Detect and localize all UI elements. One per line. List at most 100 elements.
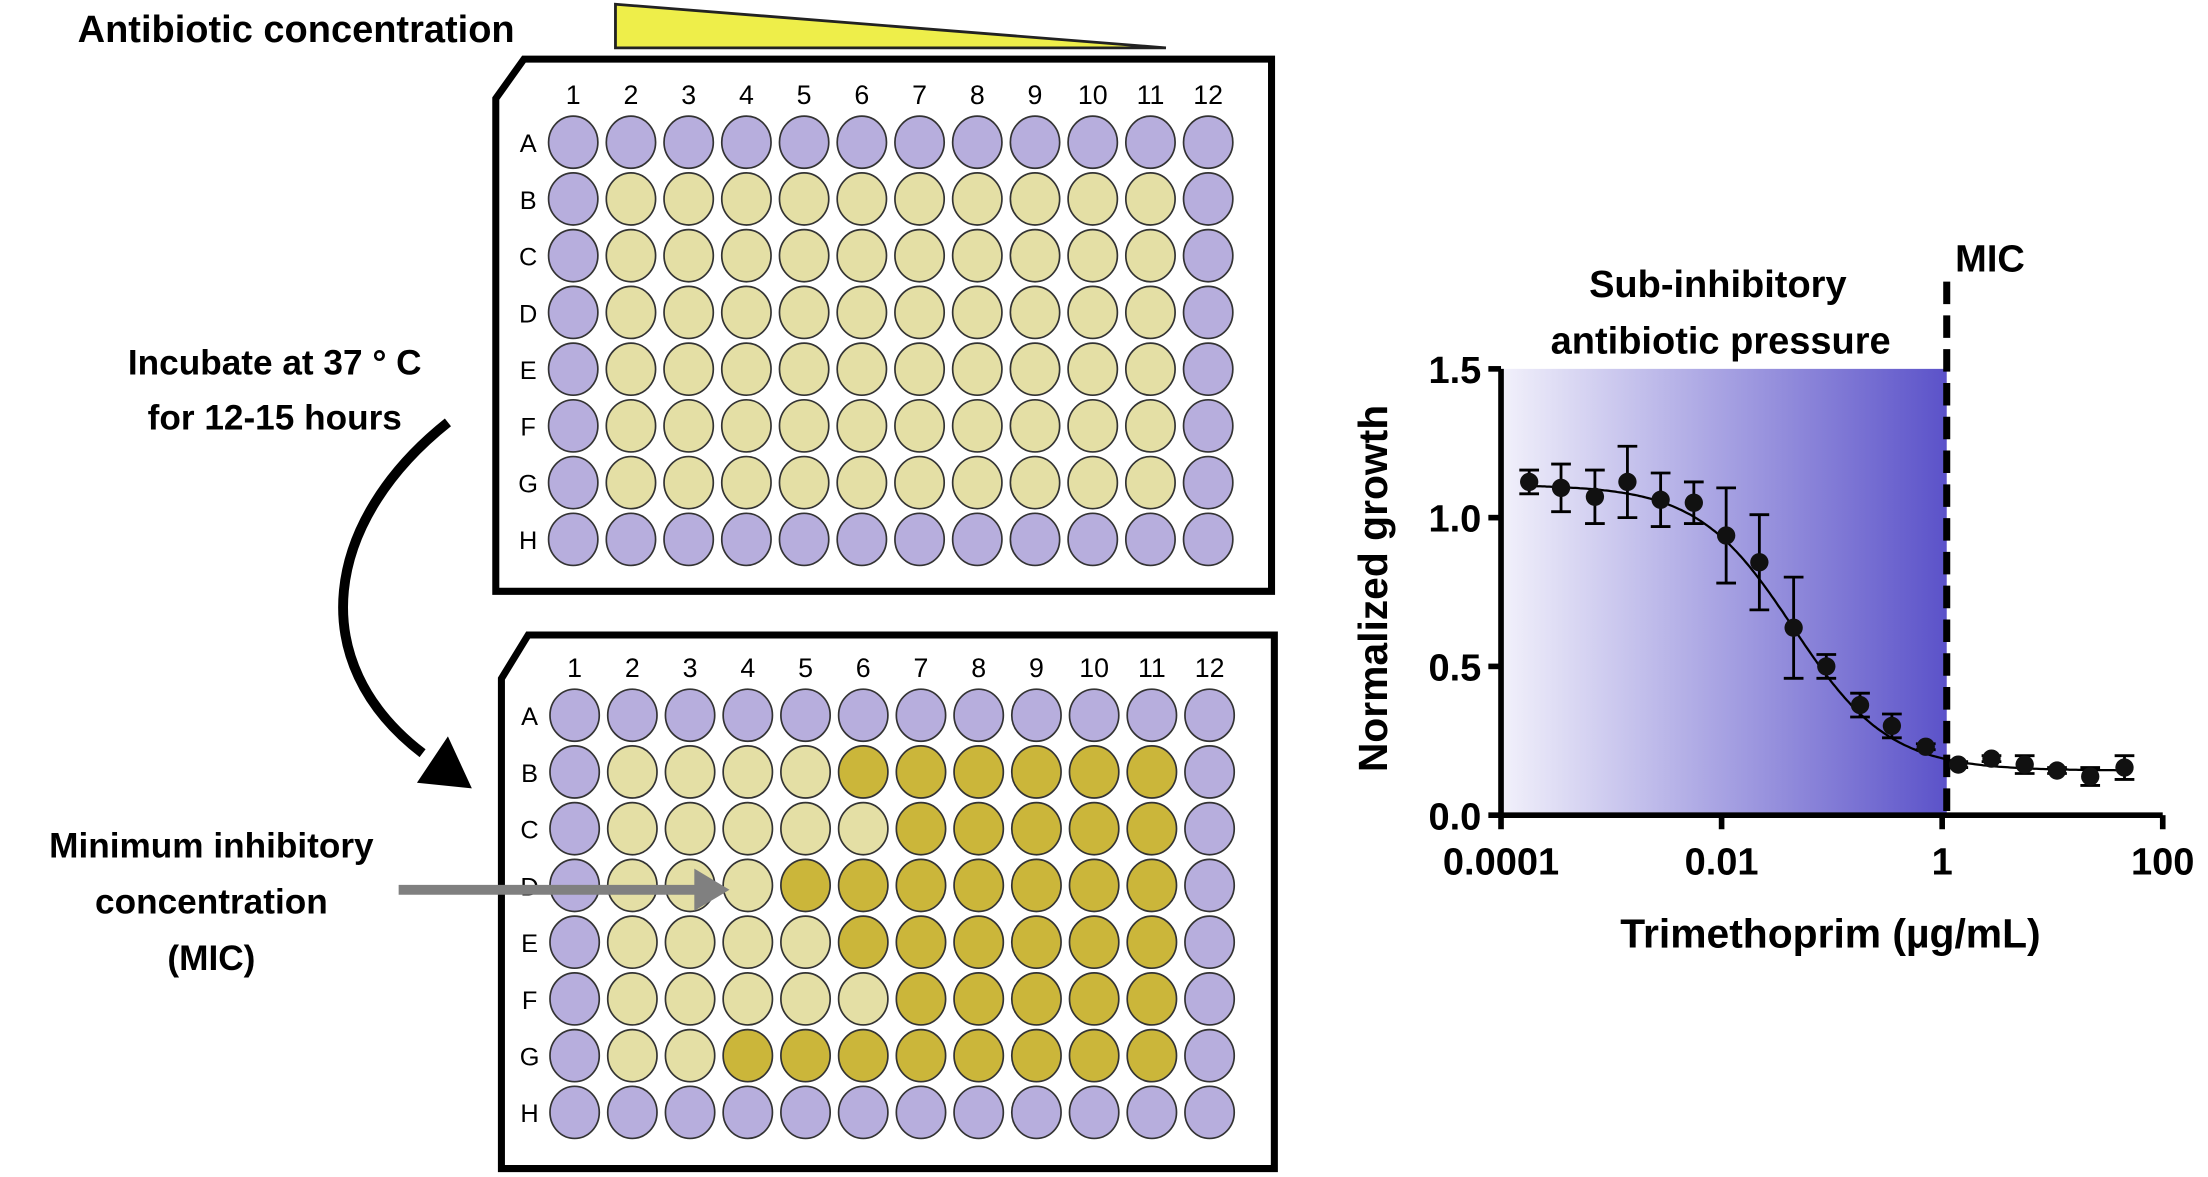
column-label: 7 xyxy=(914,653,929,683)
well xyxy=(722,1085,774,1140)
well xyxy=(605,342,657,397)
well xyxy=(951,455,1003,510)
well xyxy=(1126,801,1178,856)
well xyxy=(1182,342,1234,397)
y-axis-label: Normalized growth xyxy=(1350,405,1396,772)
well xyxy=(836,342,888,397)
mic-text-line1: Minimum inhibitory xyxy=(49,826,374,865)
well xyxy=(895,1085,947,1140)
well xyxy=(1010,915,1062,970)
well xyxy=(663,455,715,510)
well xyxy=(1068,1085,1120,1140)
well xyxy=(664,745,716,799)
row-label: E xyxy=(521,930,538,958)
well xyxy=(1010,972,1062,1026)
well xyxy=(953,745,1005,799)
x-axis-label: Trimethoprim (µg/mL) xyxy=(1620,911,2040,957)
well xyxy=(894,228,946,283)
data-point-group xyxy=(2080,766,2101,787)
mic-text-line2: concentration xyxy=(95,883,328,922)
well xyxy=(663,342,715,397)
well xyxy=(837,1085,889,1140)
well xyxy=(836,172,888,226)
well xyxy=(663,115,715,170)
well xyxy=(1184,1085,1236,1140)
well xyxy=(895,688,947,743)
well xyxy=(722,801,774,856)
data-point-group xyxy=(1617,444,1638,520)
well xyxy=(663,285,715,340)
well xyxy=(549,1028,601,1083)
data-point-group xyxy=(1650,471,1671,528)
well xyxy=(1182,455,1234,510)
concentration-gradient-triangle xyxy=(614,2,1167,50)
data-point-group xyxy=(1519,468,1540,496)
well xyxy=(895,972,947,1026)
x-tick-label: 100 xyxy=(2131,841,2194,883)
row-label: B xyxy=(520,187,537,215)
row-label: A xyxy=(520,130,537,158)
well xyxy=(1126,972,1178,1026)
data-point xyxy=(1784,618,1803,637)
well xyxy=(720,342,772,397)
well xyxy=(1009,172,1061,226)
well xyxy=(895,858,947,913)
well xyxy=(1182,285,1234,340)
well xyxy=(1182,398,1234,453)
incubate-text-line2: for 12-15 hours xyxy=(148,398,402,437)
well xyxy=(780,915,832,970)
column-label: 4 xyxy=(739,80,754,110)
data-point xyxy=(1684,493,1703,512)
mic-text-line3: (MIC) xyxy=(167,939,255,978)
well xyxy=(953,972,1005,1026)
sub-inhibitory-shaded-region xyxy=(1501,368,1947,816)
column-label: 12 xyxy=(1193,80,1223,110)
well xyxy=(951,342,1003,397)
well xyxy=(1068,745,1120,799)
well xyxy=(664,1028,716,1083)
data-point-group xyxy=(1551,462,1571,514)
well xyxy=(953,1028,1005,1083)
well xyxy=(1124,285,1176,340)
shaded-region-label-line1: Sub-inhibitory xyxy=(1589,264,1847,306)
data-point xyxy=(1618,472,1637,492)
data-point-group xyxy=(1716,486,1737,585)
well xyxy=(663,172,715,226)
y-tick-label: 1.0 xyxy=(1428,499,1481,541)
well xyxy=(778,115,830,170)
well xyxy=(720,455,772,510)
well xyxy=(778,172,830,226)
data-point xyxy=(1520,472,1539,492)
well xyxy=(836,285,888,340)
well xyxy=(1182,172,1234,226)
data-point xyxy=(1882,716,1902,736)
well xyxy=(720,285,772,340)
well xyxy=(953,1085,1005,1140)
row-label: G xyxy=(518,470,538,498)
well xyxy=(1009,228,1061,283)
well xyxy=(1182,115,1234,170)
well xyxy=(1124,115,1176,170)
incubation-arrowhead-icon xyxy=(416,736,472,789)
well xyxy=(1124,342,1176,397)
data-point-group xyxy=(1749,513,1770,612)
data-point-group xyxy=(1915,737,1936,756)
well xyxy=(894,115,946,170)
well xyxy=(1184,972,1236,1026)
data-point-group xyxy=(1585,468,1605,525)
well xyxy=(780,745,832,799)
well xyxy=(606,801,658,856)
data-point-group xyxy=(2014,754,2035,775)
well xyxy=(722,688,774,743)
column-label: 10 xyxy=(1079,653,1109,683)
column-label: 6 xyxy=(854,80,869,110)
well xyxy=(549,972,601,1026)
well xyxy=(1068,858,1120,913)
well xyxy=(547,172,599,226)
well xyxy=(1184,745,1236,799)
well xyxy=(1184,1028,1236,1083)
column-label: 3 xyxy=(681,80,696,110)
well xyxy=(720,512,772,567)
column-label: 11 xyxy=(1137,80,1165,110)
